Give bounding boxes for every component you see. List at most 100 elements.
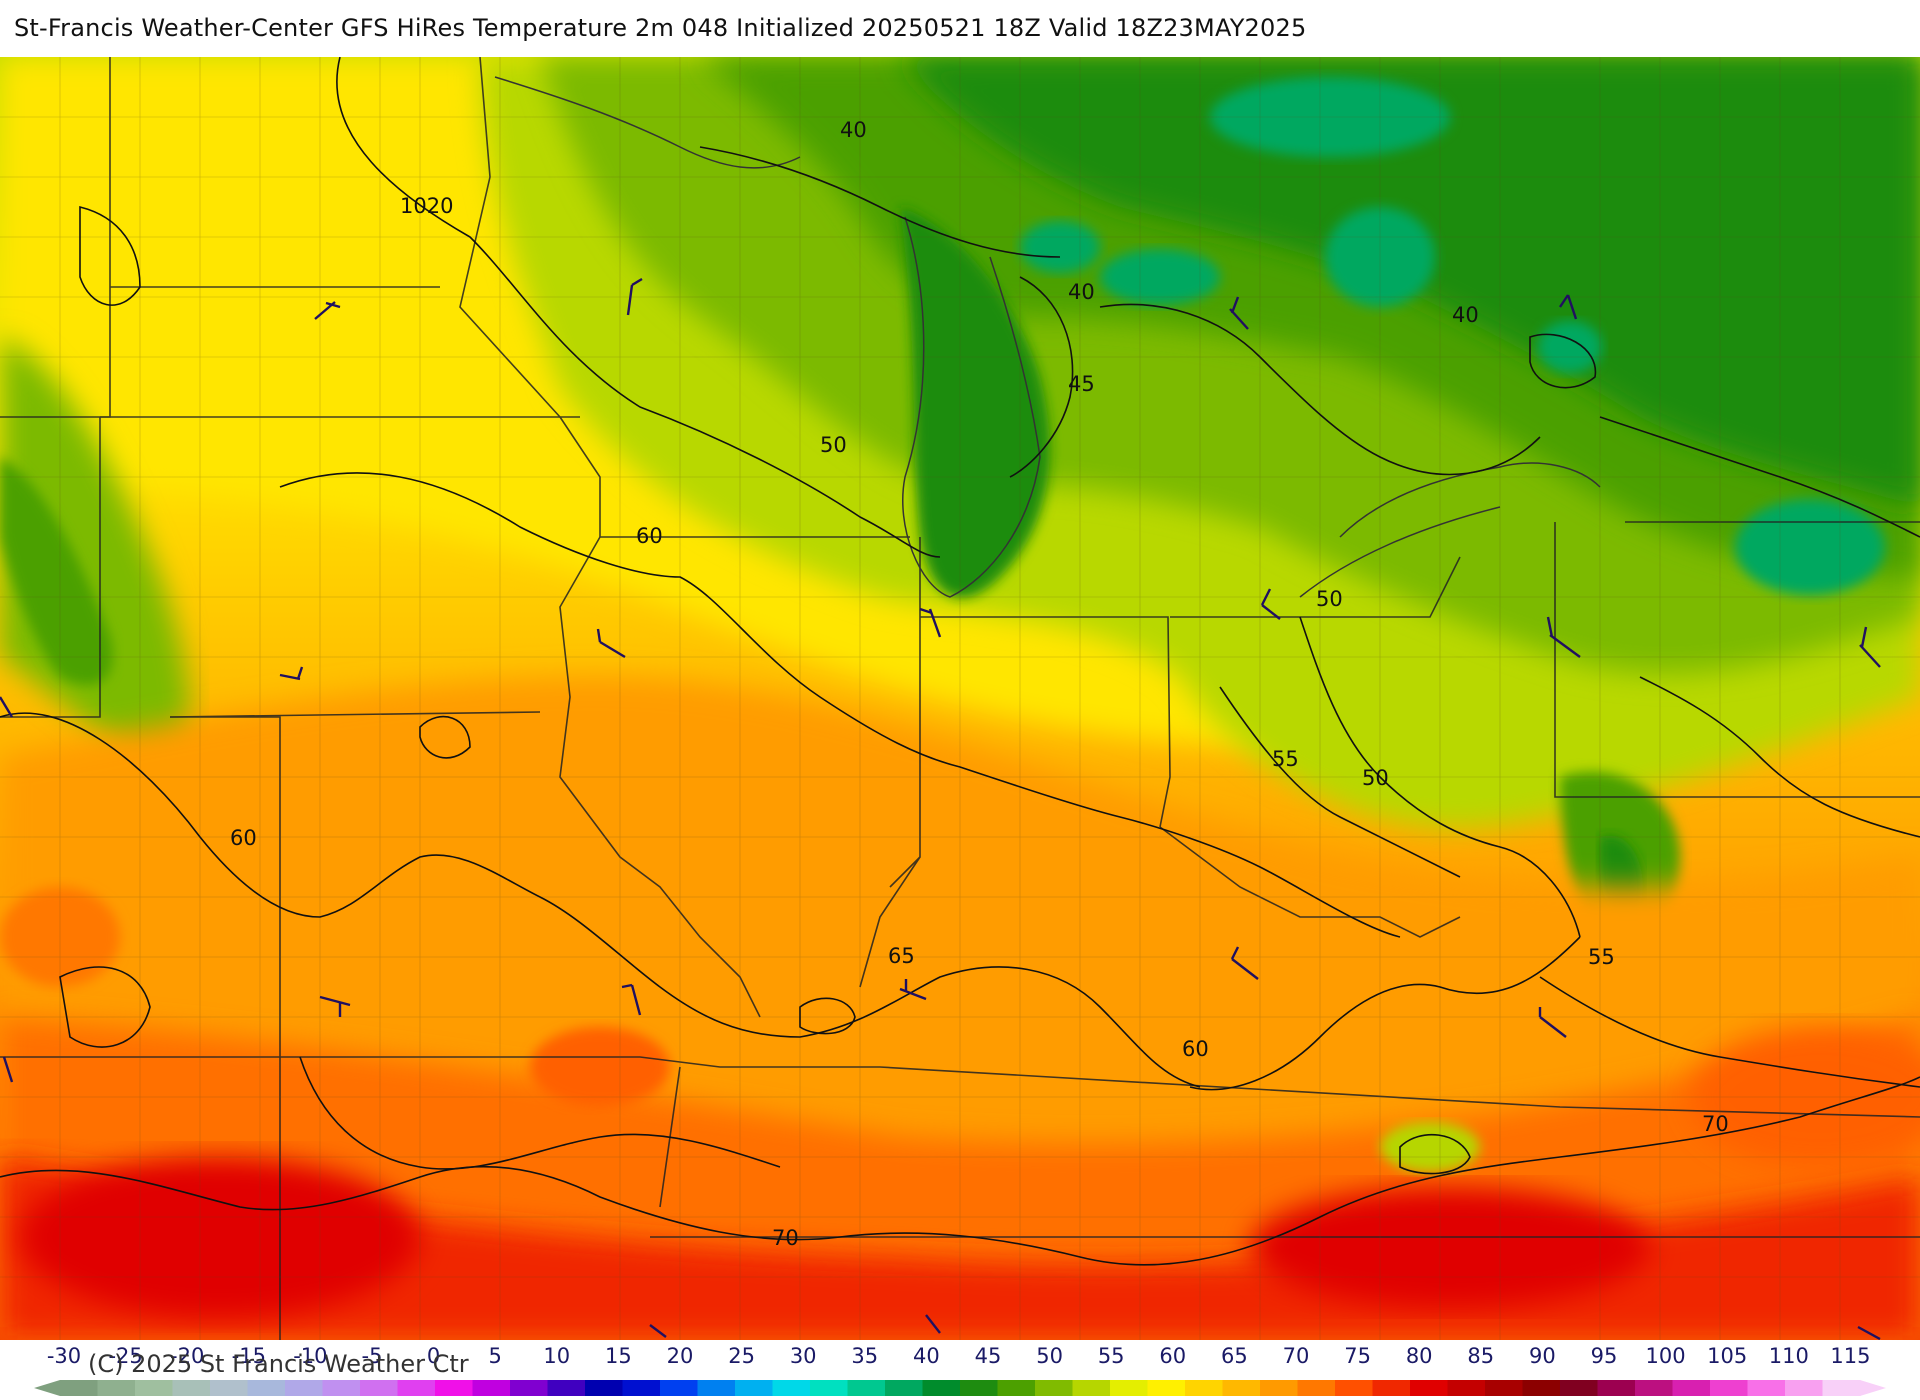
colorbar-swatch [1747, 1380, 1786, 1396]
colorbar-swatch [322, 1380, 361, 1396]
colorbar-swatch [1035, 1380, 1074, 1396]
colorbar-tick-label: -30 [46, 1344, 82, 1368]
colorbar-tick-label: 110 [1768, 1344, 1809, 1368]
colorbar-tick-label: 70 [1282, 1344, 1310, 1368]
colorbar-swatch [585, 1380, 624, 1396]
great-lakes-outline [494, 76, 1601, 598]
colorbar-swatch [1110, 1380, 1149, 1396]
colorbar-tick-label: 100 [1645, 1344, 1686, 1368]
colorbar-swatch [1372, 1380, 1411, 1396]
contour-label: 60 [1182, 1037, 1209, 1061]
colorbar-tick-label: -10 [293, 1344, 328, 1368]
contour-label: 55 [1588, 945, 1615, 969]
colorbar-swatch [360, 1380, 399, 1396]
contour-label: 55 [1272, 747, 1299, 771]
colorbar-swatch [60, 1380, 99, 1396]
colorbar-swatch [510, 1380, 549, 1396]
colorbar-swatch [1597, 1380, 1636, 1396]
colorbar-swatch [810, 1380, 849, 1396]
colorbar-tick-label: 25 [728, 1344, 755, 1368]
colorbar-tick-label: 55 [1097, 1344, 1125, 1368]
colorbar-swatch [1222, 1380, 1261, 1396]
colorbar-swatch [1335, 1380, 1374, 1396]
colorbar-swatch [97, 1380, 136, 1396]
colorbar-swatch [247, 1380, 286, 1396]
colorbar-swatch [435, 1380, 474, 1396]
county-grid [0, 57, 1920, 1340]
colorbar-tick-label: 5 [488, 1344, 502, 1368]
colorbar-tick-label: -15 [231, 1344, 266, 1368]
colorbar-swatch [1147, 1380, 1186, 1396]
colorbar-tick-label: 0 [426, 1344, 441, 1368]
colorbar-tick-label: 85 [1467, 1344, 1495, 1368]
colorbar-swatch [1485, 1380, 1524, 1396]
isotherm-contours [0, 57, 1920, 1266]
state-boundaries [0, 57, 1920, 1340]
colorbar-swatch [1785, 1380, 1824, 1396]
colorbar-swatch [847, 1380, 886, 1396]
colorbar-over-arrow [1860, 1380, 1886, 1396]
colorbar-swatch [922, 1380, 961, 1396]
colorbar-swatch [622, 1380, 661, 1396]
colorbar-swatch [172, 1380, 211, 1396]
colorbar-swatch [660, 1380, 699, 1396]
colorbar-swatch [472, 1380, 511, 1396]
colorbar-tick-label: 15 [605, 1344, 632, 1368]
colorbar-swatch [1710, 1380, 1749, 1396]
colorbar-swatch [210, 1380, 249, 1396]
colorbar-tick-label: 35 [851, 1344, 879, 1368]
colorbar-swatch [1410, 1380, 1449, 1396]
colorbar-swatch [135, 1380, 174, 1396]
colorbar-swatch [1260, 1380, 1299, 1396]
contour-label: 40 [840, 118, 867, 142]
colorbar-swatch [697, 1380, 736, 1396]
colorbar-swatch [1560, 1380, 1599, 1396]
colorbar-tick-label: 75 [1344, 1344, 1371, 1368]
colorbar-swatches [34, 1380, 1886, 1396]
contour-label: 50 [820, 433, 847, 457]
copyright-text: (C) 2025 St Francis Weather Ctr [88, 1350, 469, 1378]
contour-label: 1020 [400, 194, 453, 218]
colorbar-tick-label: -5 [361, 1344, 383, 1368]
colorbar-tick-label: 65 [1221, 1344, 1248, 1368]
contour-label: 70 [772, 1226, 799, 1250]
contour-label: 70 [1702, 1112, 1729, 1136]
colorbar-swatch [997, 1380, 1036, 1396]
colorbar-swatch [735, 1380, 774, 1396]
colorbar-tick-label: -25 [108, 1344, 143, 1368]
colorbar-swatch [1672, 1380, 1711, 1396]
colorbar-swatch [1635, 1380, 1674, 1396]
contour-label: 45 [1068, 372, 1095, 396]
contour-label: 50 [1362, 766, 1389, 790]
colorbar: -30 -25 -20 -15 -10 -5 0 5 10 15 20 25 30 35 40 45 50 55 6… [0, 1340, 1920, 1400]
colorbar-tick-label: 10 [543, 1344, 571, 1368]
colorbar-tick-label: 105 [1707, 1344, 1748, 1368]
colorbar-tick-label: 60 [1159, 1344, 1187, 1368]
colorbar-swatch [1072, 1380, 1111, 1396]
contour-label: 50 [1316, 587, 1343, 611]
colorbar-swatch [397, 1380, 436, 1396]
colorbar-swatch [960, 1380, 999, 1396]
colorbar-tick-label: 30 [789, 1344, 817, 1368]
colorbar-tick-label: 40 [913, 1344, 940, 1368]
colorbar-swatch [1297, 1380, 1336, 1396]
colorbar-swatch [885, 1380, 924, 1396]
colorbar-swatch [547, 1380, 586, 1396]
contour-label: 40 [1452, 303, 1479, 327]
colorbar-swatch [1447, 1380, 1486, 1396]
colorbar-tick-label: 20 [666, 1344, 694, 1368]
colorbar-swatch [285, 1380, 324, 1396]
colorbar-tick-label: -20 [170, 1344, 205, 1368]
contour-label: 60 [636, 524, 663, 548]
colorbar-tick-label: 80 [1405, 1344, 1433, 1368]
colorbar-under-arrow [34, 1380, 60, 1396]
colorbar-tick-label: 115 [1830, 1344, 1871, 1368]
contour-label: 65 [888, 944, 915, 968]
temperature-map: 40 40 40 45 50 50 50 50 55 55 60 60 60 6… [0, 57, 1920, 1340]
colorbar-tick-label: 50 [1036, 1344, 1063, 1368]
temperature-fill-regions [0, 57, 1920, 1340]
contour-label: 60 [230, 826, 257, 850]
contour-label: 40 [1068, 280, 1095, 304]
colorbar-swatch [772, 1380, 811, 1396]
colorbar-tick-label: 90 [1529, 1344, 1556, 1368]
